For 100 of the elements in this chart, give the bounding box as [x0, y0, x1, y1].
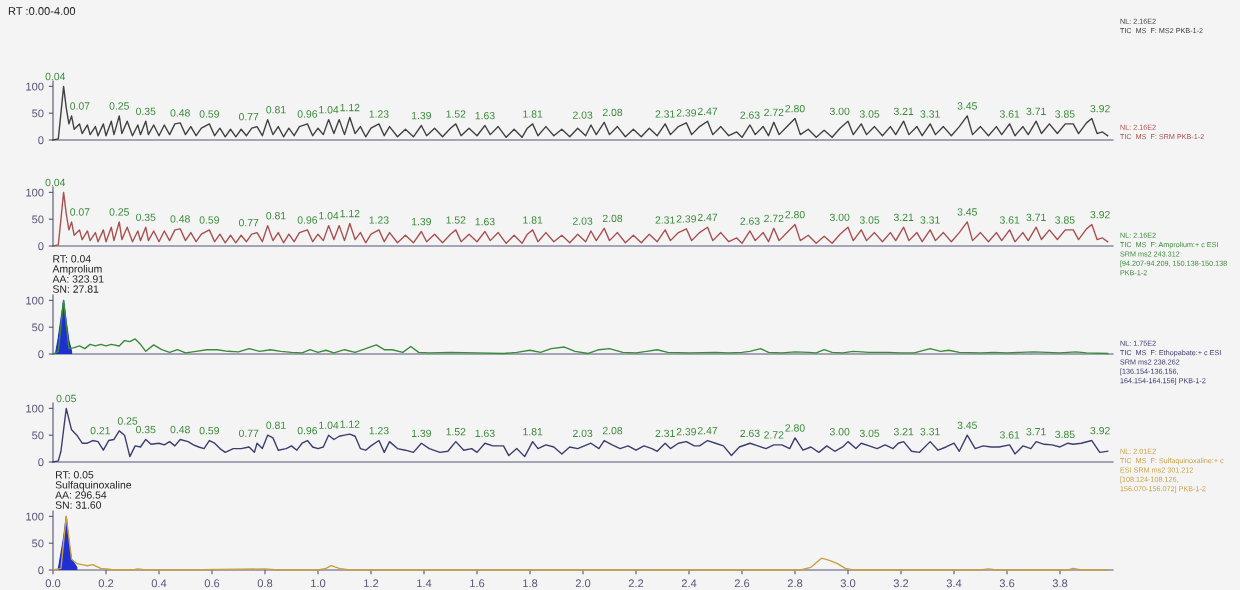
annotation: 0.35: [136, 425, 156, 434]
y-tick-label: 0: [38, 350, 44, 359]
annotation: 3.05: [859, 216, 880, 224]
annotation: 2.08: [602, 214, 623, 223]
annotation: 3.71: [1026, 428, 1046, 436]
annotation: 0.07: [70, 208, 90, 216]
annotation: 0.48: [170, 215, 190, 223]
annotation: 0.05: [56, 394, 76, 403]
annotation: 0.59: [199, 426, 219, 435]
annotation: 2.39: [676, 215, 696, 223]
y-tick-label: 50: [32, 431, 44, 440]
annotation: 0.35: [136, 107, 156, 115]
x-tick-label: 2.0: [575, 579, 591, 588]
annotation: 2.08: [602, 426, 623, 435]
annotation: 2.03: [573, 217, 593, 225]
annotation: 2.63: [740, 429, 760, 437]
annotation: 1.04: [319, 421, 339, 429]
annotation: 2.47: [697, 426, 718, 435]
annotation: 3.31: [920, 110, 940, 118]
line-series: [52, 515, 1109, 571]
y-tick-label: 100: [26, 512, 44, 521]
x-tick-label: 2.4: [681, 579, 697, 588]
annotation: 3.71: [1026, 107, 1046, 115]
annotation: 1.23: [369, 216, 389, 224]
y-tick-label: 50: [32, 215, 44, 224]
x-tick-label: 3.8: [1052, 579, 1068, 588]
annotation: 3.00: [829, 213, 850, 221]
y-tick-label: 0: [38, 458, 44, 467]
annotation: 2.80: [785, 104, 805, 113]
annotation: 1.52: [446, 428, 466, 436]
annotation: 1.81: [523, 110, 543, 118]
x-tick-label: 0.0: [45, 579, 61, 588]
annotation: 2.39: [676, 428, 696, 436]
annotation: 3.45: [957, 421, 977, 429]
annotation: 1.52: [446, 216, 466, 224]
y-tick-label: 0: [38, 242, 44, 251]
annotation: 1.63: [475, 111, 495, 120]
x-tick-label: 0.8: [257, 579, 273, 588]
annotation: 3.71: [1026, 213, 1046, 221]
annotation: 2.31: [655, 429, 675, 437]
annotation: 0.96: [297, 426, 318, 435]
line-series: [52, 85, 1109, 141]
y-tick-label: 100: [26, 296, 44, 305]
annotation: 3.45: [957, 208, 977, 216]
y-tick-label: 0: [38, 136, 44, 145]
x-tick-label: 0.4: [151, 579, 167, 588]
y-tick-label: 100: [26, 82, 44, 91]
annotation: 1.23: [369, 110, 389, 118]
annotation: 0.04: [45, 72, 66, 81]
annotation: 1.81: [523, 216, 543, 224]
x-tick-label: 3.0: [840, 579, 856, 588]
annotation: 1.23: [369, 426, 389, 435]
annotation: 3.85: [1055, 430, 1075, 439]
annotation: 1.12: [340, 209, 360, 218]
annotation: 2.47: [697, 213, 718, 221]
annotation: 3.31: [920, 428, 940, 436]
annotation: 1.39: [412, 111, 431, 120]
x-tick-label: 2.8: [787, 579, 803, 588]
annotation: 3.61: [999, 110, 1020, 118]
annotation: 2.47: [697, 107, 718, 115]
annotation: 0.81: [266, 212, 286, 220]
annotation: 0.35: [136, 213, 156, 221]
x-tick-label: 1.8: [523, 579, 538, 588]
annotation: 0.77: [238, 429, 259, 437]
annotation: 3.92: [1090, 104, 1110, 113]
x-tick-label: 3.4: [946, 579, 962, 588]
annotation: 2.31: [655, 110, 675, 118]
annotation: 3.92: [1090, 210, 1110, 219]
annotation: 3.61: [999, 216, 1020, 224]
annotation: 1.12: [340, 420, 360, 428]
annotation: 3.85: [1055, 216, 1075, 224]
line-series: [52, 191, 1109, 247]
x-tick-label: 0.2: [98, 579, 114, 588]
x-tick-label: 1.6: [470, 579, 485, 588]
chart-title: RT :0.00-4.00: [8, 7, 76, 15]
annotation: 0.25: [109, 208, 129, 216]
annotation: 0.77: [238, 112, 259, 121]
annotation: 3.00: [829, 107, 850, 115]
y-tick-label: 50: [32, 323, 44, 332]
annotation: 1.12: [340, 103, 360, 112]
x-tick-label: 3.6: [999, 579, 1015, 588]
annotation: 2.80: [785, 424, 805, 432]
annotation: 2.72: [764, 108, 784, 116]
line-series: [52, 407, 1109, 463]
annotation: 0.48: [170, 425, 190, 434]
y-tick-label: 100: [26, 188, 44, 197]
annotation: 3.05: [859, 110, 880, 118]
annotation: 0.96: [297, 216, 318, 224]
annotation: 3.00: [829, 428, 850, 436]
annotation: 1.52: [446, 110, 466, 118]
y-tick-label: 50: [32, 539, 44, 548]
annotation: 3.85: [1055, 110, 1075, 118]
y-tick-label: 0: [38, 566, 44, 575]
x-tick-label: 1.2: [364, 579, 379, 588]
x-tick-label: 2.6: [734, 579, 750, 588]
annotation: 0.81: [266, 421, 286, 429]
annotation: 2.31: [655, 216, 675, 224]
annotation: 3.61: [999, 431, 1020, 439]
annotation: 0.81: [266, 106, 286, 114]
annotation: 3.21: [893, 107, 914, 115]
